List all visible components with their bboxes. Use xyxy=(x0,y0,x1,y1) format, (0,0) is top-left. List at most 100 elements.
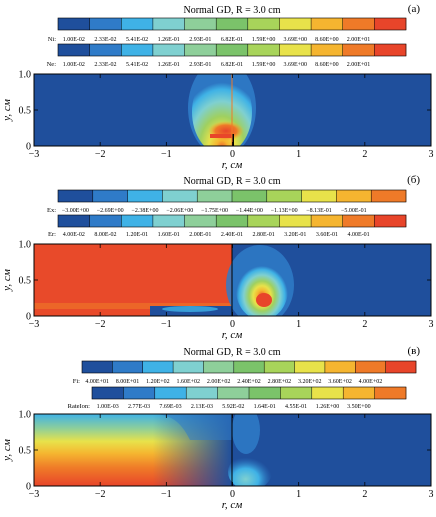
colorbar-tick-label: −2.69E+00 xyxy=(97,208,124,214)
colorbar-label: Fi: xyxy=(73,378,80,385)
panel-title: Normal GD, R = 3.0 cm xyxy=(183,5,280,16)
colorbar-segment xyxy=(233,361,265,373)
x-tick-label: −1 xyxy=(161,149,172,160)
colorbar-tick-label: 2.93E-01 xyxy=(189,62,211,68)
colorbar-tick-label: 1.60E+02 xyxy=(176,379,200,385)
x-tick-label: 2 xyxy=(362,319,367,330)
colorbar-segment xyxy=(374,387,407,399)
colorbar-segment xyxy=(184,215,217,227)
colorbar-segment xyxy=(247,18,280,30)
colorbar-tick-label: 2.33E-02 xyxy=(94,62,116,68)
colorbar-segment xyxy=(279,215,312,227)
y-tick-label: 1.0 xyxy=(19,410,32,421)
colorbar-tick-label: −8.13E-01 xyxy=(306,208,332,214)
panel-title: Normal GD, R = 3.0 cm xyxy=(183,176,280,187)
colorbar-segment xyxy=(342,18,375,30)
colorbar-segment xyxy=(152,18,185,30)
x-tick-label: −2 xyxy=(95,319,106,330)
colorbar-frame xyxy=(57,214,407,228)
colorbar-segment xyxy=(152,44,185,56)
colorbar-segment xyxy=(249,387,281,399)
colorbar-label: Ni: xyxy=(48,36,57,43)
colorbar-rateion: 1.00E-03 2.77E-03 7.69E-03 2.13E-03 5.92E-02… xyxy=(91,386,407,410)
colorbar-er: 4.00E-02 8.00E-02 1.20E-01 1.60E-01 2.00E-01… xyxy=(57,214,407,238)
colorbar-tick-label: 2.00E+01 xyxy=(347,62,371,68)
colorbar-ni: 1.00E-02 2.33E-02 5.41E-02 1.26E-01 2.93E-01… xyxy=(57,17,407,43)
y-tick-label: 0.5 xyxy=(19,106,32,117)
colorbar-segment xyxy=(92,387,124,399)
x-tick-label: 1 xyxy=(296,319,301,330)
panel-a: Normal GD, R = 3.0 cm (а) 1.00E-02 2.33E-… xyxy=(1,3,434,171)
x-axis-label: r, см xyxy=(222,499,242,511)
colorbar-tick-label: 8.60E+00 xyxy=(315,62,339,68)
x-tick-label: 2 xyxy=(362,489,367,500)
colorbar-tick-label: 1.00E-03 xyxy=(97,404,119,410)
colorbar-segment xyxy=(355,361,386,373)
colorbar-tick-label: −2.38E+00 xyxy=(132,208,159,214)
colorbar-tick-label: 1.20E-01 xyxy=(126,232,148,238)
colorbar-ne: 1.00E-02 2.33E-02 5.41E-02 1.26E-01 2.93E-01… xyxy=(57,43,407,68)
colorbar-tick-label: 3.60E-01 xyxy=(316,232,338,238)
colorbar-segment xyxy=(374,44,407,56)
colorbar-segment xyxy=(154,387,187,399)
colorbar-segment xyxy=(336,190,372,202)
colorbar-ex: −3.00E+00 −2.69E+00 −2.38E+00 −2.06E+00 −1.7… xyxy=(57,189,407,214)
colorbar-segment xyxy=(311,44,344,56)
colorbar-tick-label: 3.60E+02 xyxy=(328,379,352,385)
y-axis-label: y, см xyxy=(1,99,13,122)
colorbar-segment xyxy=(294,361,326,373)
heatmap-plot xyxy=(34,74,431,146)
colorbar-segment xyxy=(247,215,280,227)
colorbar-tick-label: 8.60E+00 xyxy=(315,37,339,43)
x-tick-label: 2 xyxy=(362,149,367,160)
x-tick-label: 3 xyxy=(429,149,434,160)
colorbar-segment xyxy=(173,361,204,373)
heatmap-plot xyxy=(34,414,431,486)
colorbar-segment xyxy=(324,361,356,373)
colorbar-label: Ex: xyxy=(47,207,56,214)
colorbar-segment xyxy=(343,387,375,399)
colorbar-tick-label: 6.82E-01 xyxy=(221,62,243,68)
colorbar-segment xyxy=(92,190,128,202)
colorbar-segment xyxy=(311,387,344,399)
panel-b: Normal GD, R = 3.0 cm (б) −3.00E+00 −2.69… xyxy=(1,174,434,341)
x-tick-label: 3 xyxy=(429,489,434,500)
colorbar-tick-label: 1.59E+00 xyxy=(252,37,276,43)
colorbar-tick-label: 3.20E-01 xyxy=(284,232,306,238)
colorbar-tick-label: −1.75E+00 xyxy=(201,208,228,214)
x-tick-label: 3 xyxy=(429,319,434,330)
colorbar-segment xyxy=(311,215,344,227)
colorbar-tick-label: 1.00E-02 xyxy=(63,62,85,68)
colorbar-segment xyxy=(58,215,90,227)
colorbar-label: Ne: xyxy=(47,61,57,68)
colorbar-segment xyxy=(112,361,144,373)
colorbar-segment xyxy=(311,18,344,30)
colorbar-segment xyxy=(301,190,337,202)
colorbar-segment xyxy=(142,361,174,373)
colorbar-tick-label: 1.59E+00 xyxy=(252,62,276,68)
y-tick-label: 0 xyxy=(26,312,31,323)
colorbar-tick-label: 1.26E-01 xyxy=(158,62,180,68)
x-tick-label: 0 xyxy=(230,149,235,160)
colorbar-segment xyxy=(184,44,217,56)
panel-letter: (в) xyxy=(407,345,420,357)
colorbar-label: Er: xyxy=(48,231,56,238)
colorbar-segment xyxy=(89,44,122,56)
colorbar-segment xyxy=(374,215,407,227)
y-tick-label: 1.0 xyxy=(19,70,32,81)
colorbar-segment xyxy=(121,44,154,56)
colorbar-tick-label: 2.00E+02 xyxy=(207,379,231,385)
colorbar-tick-label: 1.00E-02 xyxy=(63,37,85,43)
colorbar-tick-label: −1.13E+00 xyxy=(271,208,298,214)
x-tick-label: −1 xyxy=(161,489,172,500)
y-tick-label: 0 xyxy=(26,482,31,493)
colorbar-tick-label: 2.80E-01 xyxy=(253,232,275,238)
colorbar-segment xyxy=(186,387,218,399)
colorbar-segment xyxy=(279,44,312,56)
colorbar-segment xyxy=(216,215,249,227)
colorbar-tick-label: 2.40E-01 xyxy=(221,232,243,238)
colorbar-tick-label: 1.26E+00 xyxy=(316,404,340,410)
colorbar-tick-label: −5.00E-01 xyxy=(341,208,367,214)
y-tick-label: 0.5 xyxy=(19,276,32,287)
colorbar-segment xyxy=(58,190,94,202)
